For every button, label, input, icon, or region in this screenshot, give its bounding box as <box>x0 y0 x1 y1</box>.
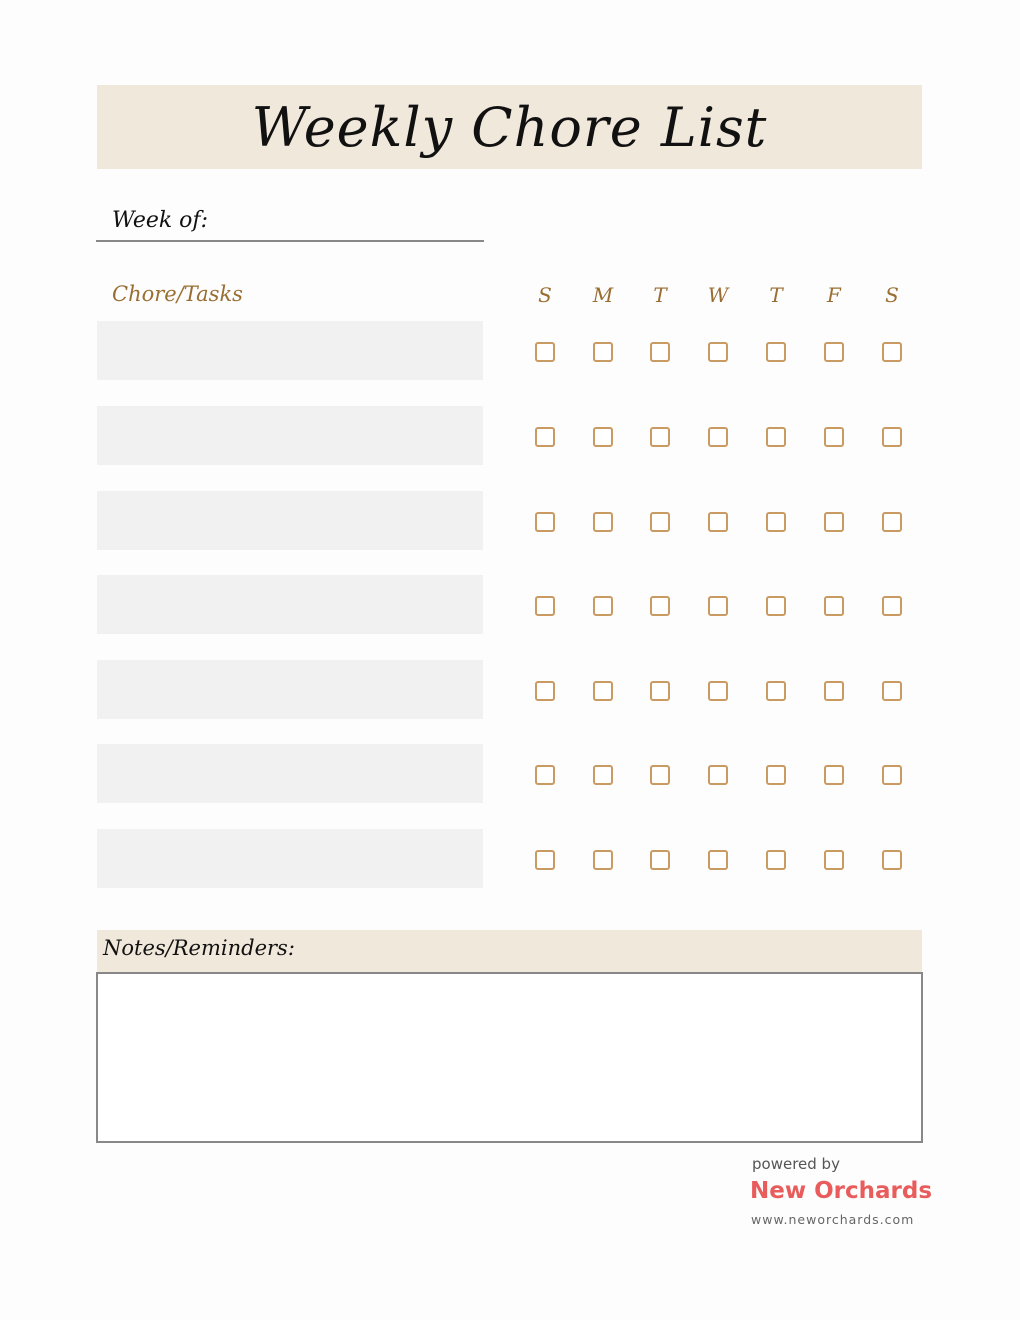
day-header: M <box>592 283 614 307</box>
day-checkbox[interactable] <box>882 512 902 532</box>
day-checkbox[interactable] <box>535 427 555 447</box>
day-checkbox[interactable] <box>766 427 786 447</box>
day-checkbox[interactable] <box>766 596 786 616</box>
chore-task-field[interactable] <box>97 744 483 803</box>
brand-logo: New Orchards <box>750 1178 933 1204</box>
day-checkbox[interactable] <box>708 427 728 447</box>
day-checkbox[interactable] <box>708 596 728 616</box>
week-of-label: Week of: <box>112 208 208 233</box>
day-checkbox[interactable] <box>650 596 670 616</box>
chore-task-field[interactable] <box>97 491 483 550</box>
day-header: T <box>653 283 667 307</box>
day-checkbox[interactable] <box>650 765 670 785</box>
day-checkbox[interactable] <box>824 850 844 870</box>
day-checkbox[interactable] <box>650 427 670 447</box>
day-checkbox[interactable] <box>650 342 670 362</box>
day-checkbox[interactable] <box>593 427 613 447</box>
day-checkbox[interactable] <box>535 850 555 870</box>
day-header: F <box>827 283 841 307</box>
powered-by-text: powered by <box>752 1155 840 1173</box>
chores-header: Chore/Tasks <box>112 282 243 306</box>
day-checkbox[interactable] <box>882 681 902 701</box>
day-checkbox[interactable] <box>882 427 902 447</box>
week-of-field[interactable] <box>96 240 484 242</box>
day-checkbox[interactable] <box>766 765 786 785</box>
day-checkbox[interactable] <box>650 850 670 870</box>
day-checkbox[interactable] <box>708 342 728 362</box>
day-checkbox[interactable] <box>766 342 786 362</box>
chore-task-field[interactable] <box>97 829 483 888</box>
day-checkbox[interactable] <box>882 596 902 616</box>
day-checkbox[interactable] <box>535 342 555 362</box>
day-checkbox[interactable] <box>593 512 613 532</box>
day-checkbox[interactable] <box>593 342 613 362</box>
notes-field[interactable] <box>96 972 923 1143</box>
day-checkbox[interactable] <box>824 596 844 616</box>
day-checkbox[interactable] <box>766 681 786 701</box>
day-checkbox[interactable] <box>882 765 902 785</box>
day-checkbox[interactable] <box>650 681 670 701</box>
page-title: Weekly Chore List <box>251 95 768 159</box>
day-header: T <box>769 283 783 307</box>
title-band: Weekly Chore List <box>97 85 922 169</box>
chore-task-field[interactable] <box>97 321 483 380</box>
day-checkbox[interactable] <box>535 681 555 701</box>
day-checkbox[interactable] <box>650 512 670 532</box>
notes-header-band: Notes/Reminders: <box>97 930 922 972</box>
day-checkbox[interactable] <box>882 850 902 870</box>
day-checkbox[interactable] <box>593 765 613 785</box>
day-header: S <box>538 283 552 307</box>
day-checkbox[interactable] <box>593 850 613 870</box>
notes-label: Notes/Reminders: <box>103 936 295 960</box>
day-checkbox[interactable] <box>593 596 613 616</box>
day-checkbox[interactable] <box>535 765 555 785</box>
day-checkbox[interactable] <box>766 850 786 870</box>
day-checkbox[interactable] <box>824 765 844 785</box>
chore-task-field[interactable] <box>97 406 483 465</box>
day-checkbox[interactable] <box>824 512 844 532</box>
chore-task-field[interactable] <box>97 575 483 634</box>
day-checkbox[interactable] <box>824 427 844 447</box>
chore-task-field[interactable] <box>97 660 483 719</box>
day-checkbox[interactable] <box>708 681 728 701</box>
brand-url: www.neworchards.com <box>751 1212 915 1227</box>
day-checkbox[interactable] <box>824 342 844 362</box>
day-checkbox[interactable] <box>882 342 902 362</box>
day-checkbox[interactable] <box>708 850 728 870</box>
day-checkbox[interactable] <box>708 765 728 785</box>
day-checkbox[interactable] <box>535 512 555 532</box>
day-header: S <box>885 283 899 307</box>
day-checkbox[interactable] <box>593 681 613 701</box>
day-checkbox[interactable] <box>535 596 555 616</box>
day-header: W <box>707 283 729 307</box>
day-checkbox[interactable] <box>766 512 786 532</box>
day-checkbox[interactable] <box>708 512 728 532</box>
day-checkbox[interactable] <box>824 681 844 701</box>
